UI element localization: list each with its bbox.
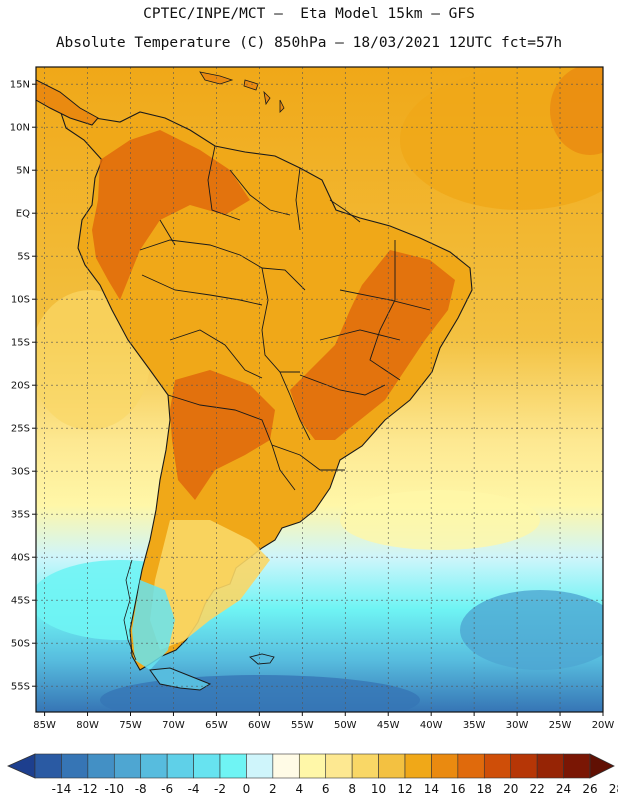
- south-atlantic-pale-area: [340, 490, 540, 550]
- latitude-axis-labels: 15N 10N 5N EQ 5S 10S 15S 20S 25S 30S 35S 40S 45S 50S 5…: [10, 80, 36, 693]
- central-america-landmass: [36, 79, 99, 126]
- chart-title-line-2: Absolute Temperature (C) 850hPa – 18/03/…: [55, 35, 563, 51]
- south-atlantic-cold-area: [460, 590, 603, 670]
- colorbar-label: 28: [609, 782, 618, 796]
- lon-tick-label: 65W: [205, 720, 228, 731]
- lat-tick-label: 35S: [11, 510, 30, 521]
- lon-tick-label: 45W: [377, 720, 400, 731]
- lat-tick-label: EQ: [16, 209, 30, 220]
- colorbar-swatch: [457, 753, 485, 779]
- colorbar: -14 -12 -10 -8 -6 -4 -2 0 2 4 6 8 10 12 14 16 18 20 22 24 26…: [7, 753, 618, 796]
- lat-tick-label: 55S: [11, 682, 30, 693]
- lon-tick-label: 50W: [334, 720, 357, 731]
- chile-archipelago: [123, 559, 137, 661]
- lat-tick-label: 40S: [11, 553, 30, 564]
- falkland-islands: [249, 653, 275, 665]
- andes-hot-region: [92, 130, 250, 300]
- colorbar-swatch: [483, 753, 512, 779]
- argentina-pale-region: [150, 520, 270, 650]
- colorbar-label: 26: [582, 782, 597, 796]
- colorbar-swatch: [272, 753, 300, 779]
- colorbar-high-arrow: [589, 753, 615, 779]
- lon-tick-label: 80W: [76, 720, 99, 731]
- colorbar-swatch: [219, 753, 247, 779]
- chart-title-line-1: CPTEC/INPE/MCT – Eta Model 15km – GFS: [143, 6, 475, 22]
- colorbar-label: 12: [397, 782, 412, 796]
- colorbar-label: 18: [477, 782, 492, 796]
- colorbar-label: 6: [322, 782, 330, 796]
- lat-tick-label: 25S: [11, 424, 30, 435]
- colorbar-swatch: [325, 753, 353, 779]
- lat-tick-label: 50S: [11, 639, 30, 650]
- colorbar-label: -4: [188, 782, 200, 796]
- lon-tick-label: 75W: [119, 720, 142, 731]
- lon-tick-label: 25W: [549, 720, 572, 731]
- country-borders: [139, 145, 431, 491]
- colorbar-swatch: [536, 753, 564, 779]
- lon-tick-label: 70W: [162, 720, 185, 731]
- colorbar-label: 10: [371, 782, 386, 796]
- chaco-hot-region: [170, 370, 275, 500]
- lat-tick-label: 15S: [11, 338, 30, 349]
- lon-tick-label: 30W: [506, 720, 529, 731]
- lon-tick-label: 40W: [420, 720, 443, 731]
- colorbar-label: 4: [295, 782, 303, 796]
- colorbar-swatch: [246, 753, 274, 779]
- plot-frame: [35, 66, 604, 713]
- colorbar-label: 24: [556, 782, 571, 796]
- colorbar-swatch: [298, 753, 327, 779]
- tierra-del-fuego: [149, 667, 212, 691]
- lon-tick-label: 85W: [33, 720, 56, 731]
- colorbar-swatch: [563, 753, 591, 779]
- lat-tick-label: 30S: [11, 467, 30, 478]
- colorbar-swatch: [61, 753, 89, 779]
- colorbar-low-arrow: [7, 753, 36, 779]
- colorbar-label: -10: [104, 782, 124, 796]
- colorbar-label: 20: [503, 782, 518, 796]
- colorbar-label: -6: [161, 782, 173, 796]
- colorbar-label: 22: [530, 782, 545, 796]
- lat-tick-label: 20S: [11, 381, 30, 392]
- colorbar-swatch: [193, 753, 221, 779]
- colorbar-label: 14: [424, 782, 439, 796]
- colorbar-swatch: [140, 753, 168, 779]
- longitude-axis-labels: 85W 80W 75W 70W 65W 60W 55W 50W 45W 40W 35W 30W 25W 2…: [33, 712, 614, 731]
- colorbar-label: -8: [135, 782, 147, 796]
- brazil-hot-region: [290, 250, 455, 440]
- lat-tick-label: 10N: [10, 123, 30, 134]
- lon-tick-label: 60W: [248, 720, 271, 731]
- lon-tick-label: 35W: [463, 720, 486, 731]
- colorbar-swatch: [166, 753, 194, 779]
- lat-tick-label: 10S: [11, 295, 30, 306]
- colorbar-label: -2: [214, 782, 226, 796]
- ne-atlantic-warm-core: [550, 67, 603, 155]
- lon-tick-label: 20W: [592, 720, 615, 731]
- colorbar-swatch: [378, 753, 406, 779]
- lat-tick-label: 45S: [11, 596, 30, 607]
- colorbar-swatch: [404, 753, 432, 779]
- drake-passage-cold-area: [100, 675, 420, 712]
- lat-tick-label: 5N: [16, 166, 30, 177]
- colorbar-swatch: [113, 753, 142, 779]
- colorbar-label: -14: [52, 782, 72, 796]
- colorbar-swatch: [510, 753, 538, 779]
- colorbar-label: 16: [450, 782, 465, 796]
- caribbean-islands: [199, 71, 285, 113]
- colorbar-label: 8: [348, 782, 356, 796]
- colorbar-swatch: [351, 753, 379, 779]
- colorbar-label: 2: [269, 782, 277, 796]
- lat-tick-label: 15N: [10, 80, 30, 91]
- colorbar-label: 0: [243, 782, 251, 796]
- patagonia-cold-region: [132, 580, 175, 670]
- colorbar-swatch: [34, 753, 62, 779]
- colorbar-label: -12: [78, 782, 98, 796]
- lat-tick-label: 5S: [17, 252, 30, 263]
- colorbar-swatch: [431, 753, 459, 779]
- lon-tick-label: 55W: [291, 720, 314, 731]
- temperature-field: [36, 67, 603, 712]
- colorbar-swatch: [87, 753, 115, 779]
